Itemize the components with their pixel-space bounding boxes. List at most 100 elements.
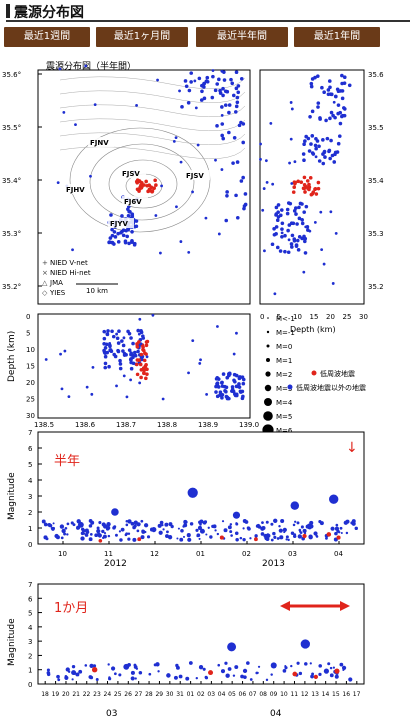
epicenter-dot (143, 351, 147, 356)
epicenter-dot (215, 375, 220, 380)
epicenter-dot (103, 361, 108, 366)
epicenter-dot (145, 339, 150, 344)
epicenter-dot (333, 150, 338, 155)
epicenter-dot (141, 345, 145, 349)
epicenter-dot (160, 184, 164, 188)
epicenter-dot (278, 249, 283, 253)
epicenter-dot (220, 133, 224, 138)
depth-lat-epicenters (259, 73, 352, 296)
epicenter-dot (296, 179, 300, 184)
magnitude-tick: 6 (28, 445, 33, 453)
cs-lon-tick: 138.6 (75, 421, 96, 429)
epicenter-dot (238, 375, 242, 379)
epicenter-dot (314, 155, 318, 159)
epicenter-dot (135, 372, 140, 377)
epicenter-dot (337, 134, 342, 138)
time-tick-label: 08 (259, 691, 267, 698)
epicenter-dot (293, 206, 298, 210)
epicenter-dot (196, 143, 200, 147)
station-labels: FJNV FJSV FJSV FJHV FJ6V FJYV (64, 137, 210, 228)
time-tick-label: 09 (270, 691, 278, 698)
epicenter-dot (300, 202, 304, 206)
epicenter-dot (270, 242, 275, 247)
epicenter-dot (230, 389, 234, 393)
epicenter-dot (269, 122, 273, 125)
epicenter-dot (213, 88, 218, 93)
epicenter-dot (235, 160, 240, 164)
epicenter-dot (292, 185, 297, 190)
time-tick-label: 20 (62, 691, 70, 698)
epicenter-dot (121, 233, 126, 238)
epicenter-dot (131, 361, 136, 366)
epicenter-dot (134, 224, 139, 229)
epicenter-dot (227, 103, 232, 107)
magnitude-point (91, 667, 98, 673)
time-tick-label: 14 (322, 691, 330, 698)
epicenter-dot (291, 221, 296, 226)
magnitude-point (187, 487, 198, 498)
cs-depth-tick: 5 (26, 330, 30, 338)
epicenter-dot (203, 96, 206, 100)
epicenter-dot (304, 134, 308, 139)
magnitude-point (98, 538, 103, 543)
epicenter-dot (115, 336, 120, 341)
epicenter-dot (328, 92, 333, 96)
tab-last-month[interactable]: 最近1ヶ月間 (96, 27, 188, 47)
time-tick-label: 10 (280, 691, 288, 698)
epicenter-dot (236, 90, 241, 95)
epicenter-dot (211, 69, 215, 72)
epicenter-dot (103, 346, 108, 350)
epicenter-dot (275, 245, 280, 250)
epicenter-dot (197, 76, 202, 81)
epicenter-dot (58, 67, 62, 71)
epicenter-dot (218, 390, 223, 395)
year-label-2012: 2012 (104, 559, 127, 569)
cs-depth-tick: 30 (26, 412, 35, 420)
magnitude-tick: 5 (28, 610, 32, 618)
time-tick-label: 03 (288, 550, 297, 558)
epicenter-dot (154, 183, 158, 187)
epicenter-dot (232, 352, 236, 356)
epicenter-dot (220, 384, 225, 388)
tab-last-year[interactable]: 最近1年間 (294, 27, 380, 47)
epicenter-dot (324, 118, 328, 123)
epicenter-dot (105, 332, 110, 336)
magnitude-legend-label: M=3 (276, 385, 292, 393)
epicenter-dot (110, 329, 114, 334)
magnitude-point (199, 528, 205, 534)
legend-low-freq: 低周波地震 (320, 369, 355, 378)
epicenter-dot (59, 352, 62, 356)
epicenter-dot (108, 344, 112, 349)
tab-last-week[interactable]: 最近1週間 (4, 27, 90, 47)
month-period-label: 1か月 (54, 601, 88, 616)
time-tick-label: 04 (218, 691, 226, 698)
depth-tick-label: 25 (343, 313, 352, 321)
epicenter-dot (311, 152, 316, 156)
station-label: FJ6V (124, 198, 142, 206)
depth-tick-label: 10 (293, 313, 302, 321)
depth-tick-label: 0 (260, 313, 264, 321)
epicenter-dot (327, 79, 332, 83)
epicenter-dot (234, 193, 238, 198)
depth-tick-label: 20 (326, 313, 335, 321)
epicenter-dot (263, 249, 266, 253)
epicenter-dot (236, 84, 241, 88)
epicenter-dot (272, 226, 276, 231)
epicenter-dot (218, 88, 222, 93)
tab-last-half-year[interactable]: 最近半年間 (196, 27, 288, 47)
epicenter-dot (131, 341, 135, 346)
epicenter-dot (225, 395, 230, 400)
month-points (46, 639, 353, 682)
epicenter-dot (280, 227, 284, 231)
page-title: 震源分布図 (14, 5, 84, 21)
epicenter-dot (309, 84, 314, 89)
epicenter-dot (204, 79, 209, 84)
epicenter-dot (302, 175, 307, 180)
epicenter-dot (315, 139, 320, 143)
epicenter-dot (230, 385, 235, 389)
map-legend: + NIED V-net × NIED Hi-net △ JMA ◇ YIES … (42, 259, 118, 297)
epicenter-dot (224, 385, 229, 390)
epicenter-dot (237, 385, 242, 389)
epicenter-dot (265, 181, 269, 184)
legend-other-quakes: 低周波地震以外の地震 (296, 383, 366, 392)
